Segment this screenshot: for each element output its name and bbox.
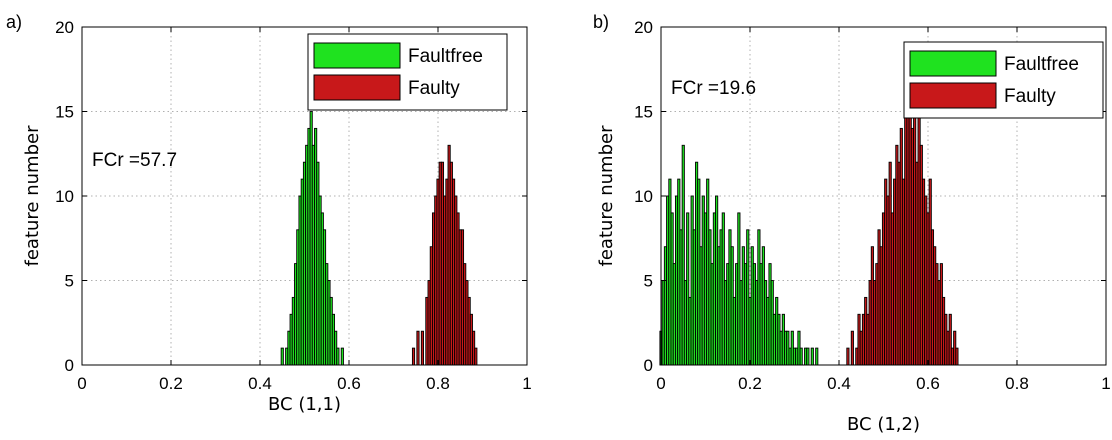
bar-faultfree: [336, 347, 340, 366]
y-tick-label: 5: [644, 272, 653, 291]
bar-faultfree: [799, 347, 803, 366]
x-tick-label: 0.6: [337, 374, 361, 393]
bar-faulty: [420, 330, 424, 366]
x-tick-label: 0: [656, 374, 665, 393]
legend-swatch-faulty: [909, 82, 997, 109]
bar-faultfree: [806, 347, 810, 366]
y-tick-label: 5: [65, 272, 74, 291]
y-tick-label: 10: [634, 187, 653, 206]
bar-faulty: [850, 330, 854, 366]
bar-faultfree: [280, 347, 284, 366]
y-tick-label: 0: [65, 356, 74, 375]
y-tick-label: 20: [55, 18, 74, 37]
x-tick-label: 1: [522, 374, 531, 393]
x-tick-label: 0.4: [248, 374, 272, 393]
panel-label: b): [593, 12, 609, 32]
bar-faulty: [416, 330, 420, 366]
bar-faulty: [955, 347, 959, 366]
x-tick-label: 0.2: [738, 374, 762, 393]
y-tick-label: 20: [634, 18, 653, 37]
fcr-annotation: FCr =19.6: [671, 78, 756, 99]
x-tick-label: 0.6: [916, 374, 940, 393]
legend-label: Faulty: [1004, 86, 1056, 107]
bar-faultfree: [340, 347, 344, 366]
x-axis-label: BC (1,2): [847, 414, 920, 435]
y-tick-label: 0: [644, 356, 653, 375]
x-tick-label: 0.2: [159, 374, 183, 393]
bar-faultfree: [810, 347, 814, 366]
bar-faulty: [846, 347, 850, 366]
y-tick-label: 15: [634, 103, 653, 122]
x-tick-label: 0: [77, 374, 86, 393]
legend-swatch-faultfree: [909, 50, 997, 77]
bar-faulty: [474, 347, 478, 366]
panel-label: a): [6, 12, 22, 32]
x-tick-label: 0.8: [1005, 374, 1029, 393]
legend-label: Faultfree: [1004, 54, 1079, 75]
y-tick-label: 10: [55, 187, 74, 206]
x-tick-label: 0.4: [827, 374, 851, 393]
legend-swatch-faultfree: [313, 42, 401, 69]
legend-swatch-faulty: [313, 74, 401, 101]
bar-faultfree: [815, 347, 819, 366]
y-tick-label: 15: [55, 103, 74, 122]
y-axis-label: feature number: [596, 125, 617, 267]
bar-faulty: [411, 347, 416, 366]
legend-label: Faultfree: [408, 46, 483, 67]
y-axis-label: feature number: [22, 125, 43, 267]
x-tick-label: 0.8: [426, 374, 450, 393]
legend-label: Faulty: [408, 78, 460, 99]
fcr-annotation: FCr =57.7: [92, 150, 177, 171]
x-axis-label: BC (1,1): [268, 394, 341, 415]
x-tick-label: 1: [1101, 374, 1110, 393]
